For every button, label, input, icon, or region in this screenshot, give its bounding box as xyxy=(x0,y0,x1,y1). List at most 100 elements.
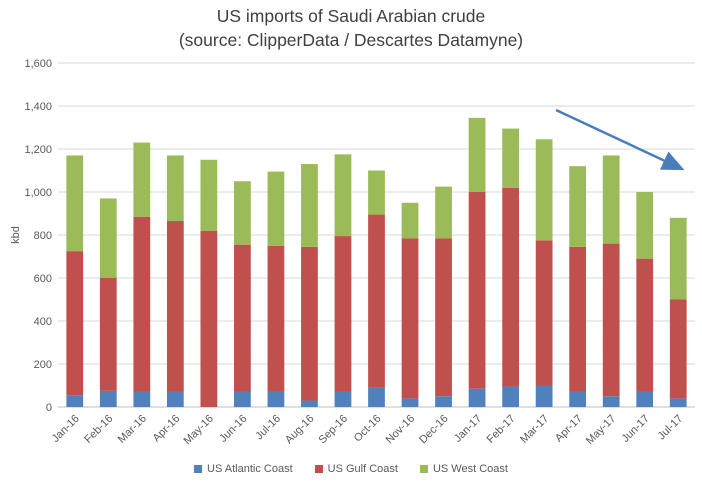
bar-us-atlantic-coast-jul-16 xyxy=(267,391,285,407)
bar-us-gulf-coast-jan-16 xyxy=(66,251,84,396)
bar-us-gulf-coast-mar-17 xyxy=(535,240,553,386)
y-axis-label: kbd xyxy=(10,226,22,244)
x-tick-label: Aug-16 xyxy=(283,413,317,447)
bar-us-west-coast-dec-16 xyxy=(435,186,452,239)
x-tick-label: Feb-17 xyxy=(485,413,518,446)
x-tick-label: Nov-16 xyxy=(384,413,418,447)
bar-us-gulf-coast-dec-16 xyxy=(435,238,452,397)
legend-item: US Gulf Coast xyxy=(314,463,398,475)
bar-us-atlantic-coast-dec-16 xyxy=(435,396,452,407)
bar-us-west-coast-feb-17 xyxy=(502,128,519,188)
x-tick-label: Jul-16 xyxy=(253,413,283,443)
x-tick-label: Jan-16 xyxy=(50,413,82,445)
legend-item: US West Coast xyxy=(419,463,508,475)
x-tick-label: Sep-16 xyxy=(317,413,351,447)
x-tick-label: Jun-16 xyxy=(217,413,249,445)
bar-us-west-coast-may-16 xyxy=(200,159,218,231)
x-tick-label: May-17 xyxy=(584,413,618,447)
chart-title: US imports of Saudi Arabian crude xyxy=(216,6,486,26)
bar-us-west-coast-mar-16 xyxy=(133,142,151,217)
y-tick-label: 600 xyxy=(34,273,52,285)
bar-us-atlantic-coast-may-17 xyxy=(602,396,620,407)
bar-us-gulf-coast-oct-16 xyxy=(368,214,385,388)
bar-us-west-coast-jul-17 xyxy=(669,217,687,300)
x-tick-label: May-16 xyxy=(182,413,216,447)
bar-us-atlantic-coast-feb-16 xyxy=(99,390,117,407)
bar-us-west-coast-aug-16 xyxy=(301,164,318,247)
legend-swatch xyxy=(419,465,428,473)
bar-us-west-coast-jun-16 xyxy=(234,181,251,245)
bar-us-west-coast-jul-16 xyxy=(267,171,285,246)
bar-us-west-coast-apr-16 xyxy=(166,155,184,222)
y-tick-label: 1,600 xyxy=(24,58,52,70)
bar-us-atlantic-coast-apr-17 xyxy=(569,391,587,407)
bar-us-gulf-coast-jul-16 xyxy=(267,245,285,392)
bar-us-atlantic-coast-apr-16 xyxy=(166,391,184,407)
bar-us-west-coast-oct-16 xyxy=(368,170,385,215)
x-tick-label: Apr-17 xyxy=(553,413,585,445)
bar-us-west-coast-may-17 xyxy=(602,155,620,244)
bar-us-atlantic-coast-mar-16 xyxy=(133,391,151,407)
bar-us-atlantic-coast-jun-16 xyxy=(234,391,251,407)
x-tick-label: Jan-17 xyxy=(452,413,484,445)
bar-us-west-coast-apr-17 xyxy=(569,166,587,247)
bar-us-west-coast-feb-16 xyxy=(99,198,117,278)
bar-us-west-coast-sep-16 xyxy=(334,154,352,237)
legend-label: US Gulf Coast xyxy=(327,463,398,475)
y-tick-label: 1,400 xyxy=(24,101,52,113)
bar-us-gulf-coast-nov-16 xyxy=(401,238,419,399)
bar-us-atlantic-coast-feb-17 xyxy=(502,386,519,407)
bar-us-atlantic-coast-jan-16 xyxy=(66,395,84,407)
chart-subtitle: (source: ClipperData / Descartes Datamyn… xyxy=(178,30,524,50)
legend-label: US West Coast xyxy=(432,463,508,475)
legend-item: US Atlantic Coast xyxy=(194,463,293,475)
legend-label: US Atlantic Coast xyxy=(207,463,293,475)
bar-us-gulf-coast-jun-17 xyxy=(636,258,654,392)
bar-us-gulf-coast-feb-17 xyxy=(502,187,519,387)
bar-us-atlantic-coast-oct-16 xyxy=(368,387,385,407)
bar-us-atlantic-coast-mar-17 xyxy=(535,385,553,407)
trend-arrow xyxy=(555,108,685,171)
bar-us-atlantic-coast-aug-16 xyxy=(301,400,318,407)
y-tick-label: 1,000 xyxy=(24,187,52,199)
y-tick-label: 400 xyxy=(34,316,52,328)
bar-us-west-coast-nov-16 xyxy=(401,202,419,239)
bar-us-gulf-coast-jul-17 xyxy=(669,299,687,399)
bar-us-gulf-coast-jan-17 xyxy=(468,192,486,389)
bar-us-atlantic-coast-jul-17 xyxy=(669,398,687,407)
x-tick-label: Apr-16 xyxy=(151,413,183,445)
bar-us-gulf-coast-feb-16 xyxy=(99,278,117,391)
bar-us-gulf-coast-may-17 xyxy=(602,243,620,397)
bar-us-gulf-coast-may-16 xyxy=(200,230,218,407)
x-tick-label: Mar-16 xyxy=(116,413,149,446)
x-tick-label: Jul-17 xyxy=(656,413,686,443)
bar-us-atlantic-coast-nov-16 xyxy=(401,398,419,407)
bar-us-gulf-coast-aug-16 xyxy=(301,246,318,401)
x-tick-label: Jun-17 xyxy=(620,413,652,445)
y-tick-label: 200 xyxy=(34,359,52,371)
bar-us-gulf-coast-mar-16 xyxy=(133,216,151,392)
bar-us-west-coast-jan-17 xyxy=(468,117,486,192)
bar-us-gulf-coast-apr-17 xyxy=(569,246,587,392)
bar-us-atlantic-coast-jun-17 xyxy=(636,391,654,407)
legend-swatch xyxy=(194,465,203,473)
bar-us-gulf-coast-jun-16 xyxy=(234,244,251,392)
x-tick-label: Mar-17 xyxy=(518,413,551,446)
bar-us-west-coast-jun-17 xyxy=(636,192,654,259)
bar-us-west-coast-jan-16 xyxy=(66,155,84,252)
y-tick-label: 800 xyxy=(34,230,52,242)
x-tick-label: Oct-16 xyxy=(352,413,384,445)
y-tick-label: 0 xyxy=(46,402,52,414)
bar-us-atlantic-coast-sep-16 xyxy=(334,391,352,407)
x-tick-label: Feb-16 xyxy=(82,413,115,446)
x-tick-label: Dec-16 xyxy=(417,413,451,447)
y-tick-label: 1,200 xyxy=(24,144,52,156)
legend-swatch xyxy=(314,465,323,473)
bar-us-west-coast-mar-17 xyxy=(535,139,553,241)
legend: US Atlantic Coast US Gulf Coast US West Co… xyxy=(0,463,702,475)
bar-us-gulf-coast-sep-16 xyxy=(334,236,352,392)
bar-us-atlantic-coast-jan-17 xyxy=(468,388,486,407)
bar-us-gulf-coast-apr-16 xyxy=(166,221,184,392)
